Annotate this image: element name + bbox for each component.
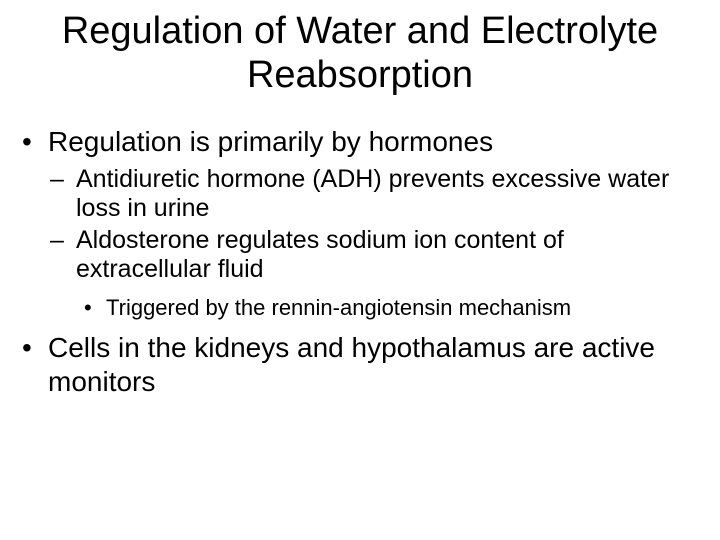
bullet-text: Regulation is primarily by hormones	[48, 126, 493, 157]
list-item: Regulation is primarily by hormones Anti…	[48, 125, 700, 321]
list-item: Triggered by the rennin-angiotensin mech…	[106, 295, 700, 321]
bullet-text: Antidiuretic hormone (ADH) prevents exce…	[76, 165, 669, 223]
slide-title: Regulation of Water and Electrolyte Reab…	[20, 10, 700, 97]
bullet-list-level3: Triggered by the rennin-angiotensin mech…	[76, 295, 700, 321]
list-item: Aldosterone regulates sodium ion content…	[76, 226, 700, 321]
list-item: Cells in the kidneys and hypothalamus ar…	[48, 331, 700, 398]
bullet-list-level2: Antidiuretic hormone (ADH) prevents exce…	[48, 165, 700, 321]
bullet-list-level1: Regulation is primarily by hormones Anti…	[20, 125, 700, 398]
list-item: Antidiuretic hormone (ADH) prevents exce…	[76, 165, 700, 224]
bullet-text: Triggered by the rennin-angiotensin mech…	[106, 295, 571, 320]
bullet-text: Aldosterone regulates sodium ion content…	[76, 226, 564, 284]
bullet-text: Cells in the kidneys and hypothalamus ar…	[48, 332, 655, 397]
